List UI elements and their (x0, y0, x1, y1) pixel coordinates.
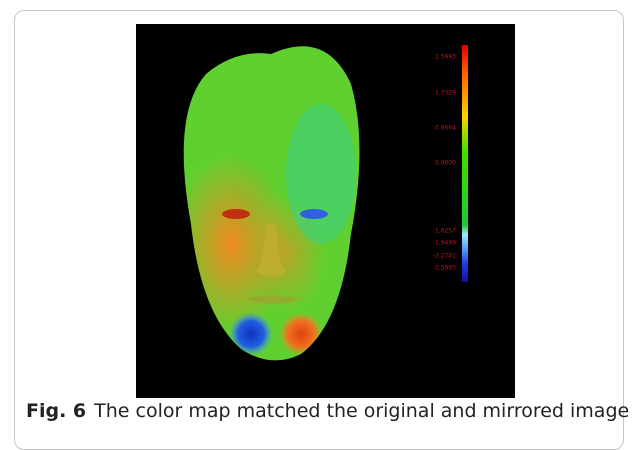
caption-text: The color map matched the original and m… (94, 400, 630, 422)
caption-label: Fig. 6 (26, 400, 87, 422)
colorbar-label: 0.8664 (435, 125, 456, 132)
colorbar (462, 45, 468, 282)
caption: Fig. 6 The color map matched the original… (26, 400, 629, 422)
figure-image: 2.5993 1.7329 0.8664 0.0000 -1.6257 -1.9… (136, 24, 515, 398)
colorbar-label: -2.2741 (433, 253, 456, 260)
colorbar-label: -2.5993 (433, 265, 456, 272)
colorbar-label: 0.0000 (435, 160, 456, 167)
colorbar-label: -1.9499 (433, 240, 456, 247)
colorbar-label: 2.5993 (435, 54, 456, 61)
colorbar-label: -1.6257 (433, 228, 456, 235)
colorbar-label: 1.7329 (435, 90, 456, 97)
